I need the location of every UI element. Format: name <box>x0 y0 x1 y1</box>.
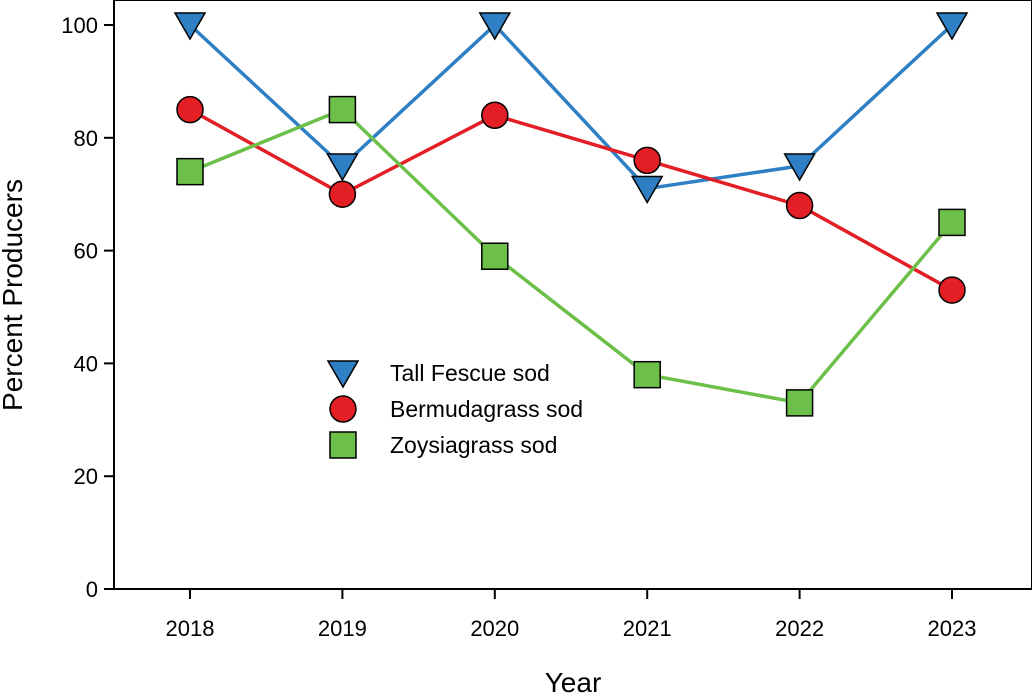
data-point <box>481 242 509 270</box>
x-tick-label: 2018 <box>166 616 215 641</box>
data-point <box>478 12 512 41</box>
series-line <box>189 107 954 405</box>
series-triangle-down <box>173 12 969 205</box>
legend-label: Bermudagrass sod <box>390 396 583 422</box>
y-tick-label: 0 <box>86 577 98 602</box>
legend: Tall Fescue sod Bermudagrass sod Zoysiagra… <box>326 360 583 459</box>
plot-frame <box>113 0 1032 590</box>
x-axis-title: Year <box>545 667 602 694</box>
legend-marker <box>326 360 360 389</box>
y-tick-label: 80 <box>74 126 98 151</box>
data-point <box>481 101 509 129</box>
series-square <box>176 95 966 417</box>
series-line <box>188 22 954 191</box>
x-tick-label: 2022 <box>775 616 824 641</box>
data-point <box>785 389 814 417</box>
legend-label: Zoysiagrass sod <box>390 432 557 458</box>
y-axis: 0 20 40 60 80 100 <box>61 13 114 602</box>
legend-label: Tall Fescue sod <box>390 360 550 386</box>
data-point <box>935 12 969 41</box>
data-point <box>633 146 661 175</box>
legend-marker <box>329 431 357 459</box>
x-tick-label: 2019 <box>318 616 367 641</box>
x-tick-label: 2023 <box>928 616 977 641</box>
legend-marker <box>329 395 357 423</box>
y-tick-label: 20 <box>74 464 98 489</box>
data-point <box>630 175 664 205</box>
data-point <box>173 12 207 41</box>
data-point <box>783 153 816 182</box>
y-axis-title: Percent Producers <box>0 179 28 411</box>
x-axis: 2018 2019 2020 2021 2022 2023 <box>166 589 977 641</box>
series-layer <box>173 12 969 417</box>
data-point <box>633 360 661 389</box>
data-point <box>176 95 204 124</box>
data-point <box>785 191 814 220</box>
series-circle <box>176 95 966 304</box>
x-tick-label: 2020 <box>470 616 519 641</box>
y-tick-label: 60 <box>74 239 98 264</box>
data-point <box>938 276 966 304</box>
data-point <box>326 153 359 182</box>
x-tick-label: 2021 <box>623 616 672 641</box>
series-line <box>189 108 953 292</box>
y-tick-label: 40 <box>74 351 98 376</box>
data-point <box>176 157 204 186</box>
y-tick-label: 100 <box>61 13 98 38</box>
data-point <box>328 180 357 208</box>
data-point <box>328 95 357 124</box>
data-point <box>938 208 966 237</box>
